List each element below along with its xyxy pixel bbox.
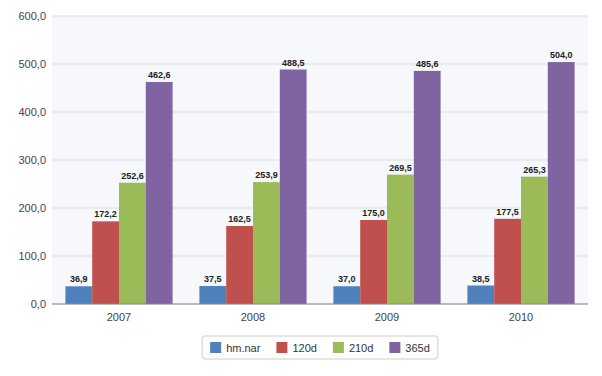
- chart: 0,0 100,0 200,0 300,0 400,0 500,0 600,0 36,9 37,…: [0, 0, 602, 376]
- data-label: 265,3: [523, 165, 546, 175]
- bar: [414, 71, 441, 304]
- x-tick-label: 2008: [241, 311, 265, 323]
- data-label: 462,6: [148, 70, 171, 80]
- y-tick-label: 100,0: [18, 250, 46, 262]
- bar: [467, 286, 494, 304]
- legend-label: hm.nar: [226, 342, 261, 354]
- data-label: 252,6: [121, 171, 144, 181]
- y-tick-label: 200,0: [18, 202, 46, 214]
- y-tick-label: 600,0: [18, 10, 46, 22]
- grid-line: [52, 64, 588, 65]
- data-label: 269,5: [389, 163, 412, 173]
- data-label: 37,0: [338, 274, 356, 284]
- legend-frame: [202, 336, 438, 359]
- legend-label: 365d: [405, 342, 429, 354]
- legend-label: 210d: [349, 342, 373, 354]
- data-label: 488,5: [282, 58, 305, 68]
- bar: [360, 220, 387, 304]
- bar: [92, 221, 119, 304]
- y-axis: 0,0 100,0 200,0 300,0 400,0 500,0 600,0: [18, 10, 588, 310]
- bar: [199, 286, 226, 304]
- grid-line: [52, 16, 588, 17]
- bar: [280, 70, 307, 304]
- data-label: 485,6: [416, 59, 439, 69]
- bar: [253, 182, 280, 304]
- grid-line: [52, 112, 588, 113]
- bar: [146, 82, 173, 304]
- bar: [119, 183, 146, 304]
- y-tick-label: 300,0: [18, 154, 46, 166]
- bar: [226, 226, 253, 304]
- bar: [65, 286, 92, 304]
- x-tick-label: 2010: [509, 311, 533, 323]
- x-tick-label: 2009: [375, 311, 399, 323]
- x-axis: 2007 2008 2009 2010: [52, 304, 588, 323]
- y-tick-label: 400,0: [18, 106, 46, 118]
- grid-line: [52, 304, 588, 305]
- data-label: 38,5: [472, 274, 490, 284]
- bar: [387, 175, 414, 304]
- bar: [494, 219, 521, 304]
- bar: [521, 177, 548, 304]
- data-label: 37,5: [204, 274, 222, 284]
- legend-swatch: [276, 342, 287, 353]
- data-label: 36,9: [70, 274, 88, 284]
- data-label: 177,5: [496, 207, 519, 217]
- legend-swatch: [389, 342, 400, 353]
- data-label: 504,0: [550, 50, 573, 60]
- data-label: 253,9: [255, 170, 278, 180]
- legend: hm.nar 120d 210d 365d: [202, 336, 438, 359]
- data-label: 175,0: [362, 208, 385, 218]
- legend-swatch: [210, 342, 221, 353]
- bar: [548, 62, 575, 304]
- y-tick-label: 0,0: [31, 298, 46, 310]
- legend-swatch: [333, 342, 344, 353]
- x-axis-line: [52, 304, 588, 305]
- bar: [333, 286, 360, 304]
- grid-line: [52, 160, 588, 161]
- data-label: 172,2: [94, 209, 117, 219]
- bars: [65, 62, 574, 304]
- legend-label: 120d: [292, 342, 316, 354]
- data-label: 162,5: [228, 214, 251, 224]
- x-tick-label: 2007: [107, 311, 131, 323]
- plot-area: [52, 16, 588, 304]
- data-labels: 36,9 37,5 37,0 38,5 172,2 162,5 175,0 177,5 252,…: [70, 50, 572, 284]
- y-tick-label: 500,0: [18, 58, 46, 70]
